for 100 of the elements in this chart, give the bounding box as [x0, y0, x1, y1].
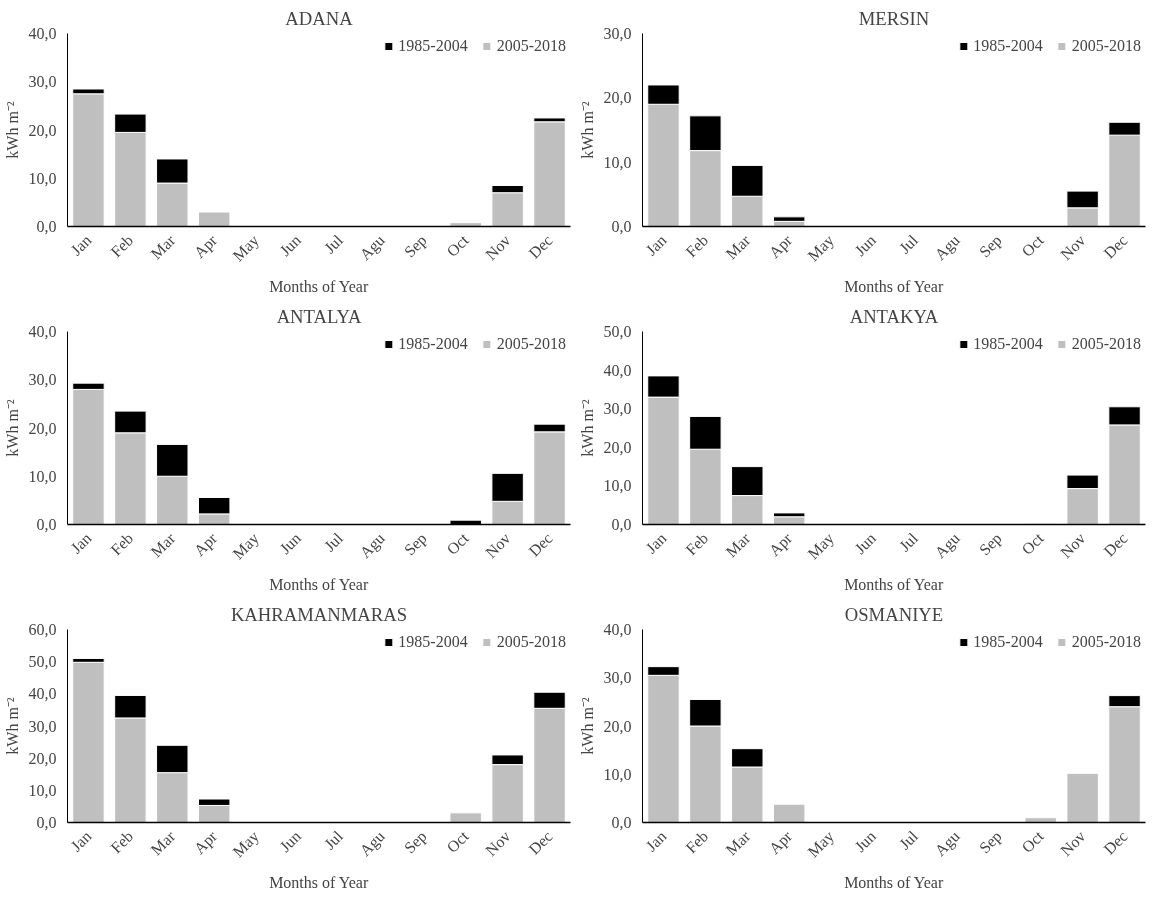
x-tick-label: Feb [107, 827, 137, 857]
x-tick-label: Mar [147, 827, 179, 859]
y-tick-label: 20,0 [603, 89, 632, 107]
y-tick-label: 40,0 [28, 323, 57, 340]
y-tick-label: 20,0 [603, 438, 632, 456]
y-axis-title: kWh m⁻² [578, 697, 596, 755]
y-tick-label: 30,0 [28, 371, 57, 389]
x-tick-label: Jun [276, 827, 305, 856]
x-tick-label: Apr [765, 529, 797, 560]
x-tick-label: Apr [765, 231, 797, 262]
x-tick-label: Oct [1018, 231, 1048, 260]
x-tick-label: Sep [975, 231, 1006, 262]
x-axis-title: Months of Year [844, 278, 944, 296]
x-tick-label: Sep [400, 827, 431, 858]
y-axis-title: kWh m⁻² [3, 697, 21, 755]
x-tick-label: Nov [482, 827, 514, 859]
x-tick-label: Apr [765, 827, 797, 858]
y-tick-label: 30,0 [603, 400, 632, 418]
y-tick-label: 10,0 [603, 765, 632, 783]
chart-title: KAHRAMANMARAS [230, 603, 408, 625]
legend-label: 1985-2004 [973, 37, 1043, 55]
chart-title: ANTALYA [276, 305, 362, 327]
x-tick-label: Feb [107, 529, 137, 559]
legend-label: 1985-2004 [973, 335, 1043, 353]
y-tick-label: 0,0 [36, 218, 57, 235]
x-tick-label: Nov [482, 231, 514, 263]
x-tick-label: Jun [851, 231, 880, 260]
x-tick-label: Nov [482, 529, 514, 561]
x-tick-label: Nov [1057, 231, 1089, 263]
x-tick-label: May [229, 827, 263, 861]
legend-label: 1985-2004 [398, 633, 468, 651]
x-tick-label: Jan [642, 231, 670, 259]
y-tick-label: 40,0 [603, 621, 632, 638]
x-tick-label: Jul [320, 827, 347, 853]
y-tick-label: 10,0 [28, 467, 57, 485]
y-tick-label: 40,0 [28, 685, 57, 703]
y-tick-label: 0,0 [611, 516, 632, 533]
y-tick-label: 20,0 [28, 419, 57, 437]
x-tick-label: May [804, 827, 838, 861]
legend-label: 1985-2004 [398, 37, 468, 55]
x-tick-label: Dec [1100, 529, 1131, 560]
x-tick-label: Agu [356, 231, 389, 264]
x-tick-label: Sep [975, 529, 1006, 560]
x-tick-label: Jun [276, 231, 305, 260]
y-tick-label: 10,0 [603, 477, 632, 495]
x-tick-label: Oct [1018, 827, 1048, 856]
y-tick-label: 0,0 [611, 814, 632, 831]
x-tick-label: May [804, 231, 838, 265]
chart-title: ANTAKYA [849, 305, 939, 327]
x-tick-label: Feb [107, 231, 137, 261]
legend-label: 2005-2018 [1071, 335, 1141, 353]
x-tick-label: Sep [400, 231, 431, 262]
y-tick-label: 0,0 [36, 814, 57, 831]
x-tick-label: Apr [190, 529, 222, 560]
x-tick-label: Oct [443, 529, 473, 558]
x-tick-label: Sep [400, 529, 431, 560]
x-tick-label: Jan [67, 827, 95, 855]
legend-label: 2005-2018 [496, 633, 566, 651]
x-tick-label: Mar [147, 231, 179, 263]
x-tick-label: Dec [525, 827, 556, 858]
chart-title: MERSIN [858, 7, 930, 29]
x-tick-label: Sep [975, 827, 1006, 858]
x-tick-label: Jul [320, 231, 347, 257]
x-tick-label: Mar [147, 529, 179, 561]
y-tick-label: 10,0 [28, 169, 57, 187]
x-tick-label: Mar [722, 827, 754, 859]
x-tick-label: Agu [931, 529, 964, 562]
y-tick-label: 30,0 [603, 25, 632, 42]
x-tick-label: Mar [722, 529, 754, 561]
x-tick-label: Jun [851, 827, 880, 856]
y-tick-label: 0,0 [36, 516, 57, 533]
x-tick-label: Nov [1057, 529, 1089, 561]
y-tick-label: 50,0 [603, 323, 632, 340]
x-tick-label: Oct [1018, 529, 1048, 558]
y-tick-label: 0,0 [611, 218, 632, 235]
x-tick-label: Jul [895, 231, 922, 257]
x-axis-title: Months of Year [844, 576, 944, 594]
x-tick-label: Nov [1057, 827, 1089, 859]
x-tick-label: Dec [525, 529, 556, 560]
x-tick-label: May [229, 529, 263, 563]
x-tick-label: Agu [356, 529, 389, 562]
y-tick-label: 30,0 [603, 669, 632, 687]
y-axis-title: kWh m⁻² [578, 399, 596, 457]
y-axis-title: kWh m⁻² [578, 101, 596, 159]
y-tick-label: 20,0 [28, 121, 57, 139]
legend-label: 2005-2018 [1071, 633, 1141, 651]
chart-title: OSMANIYE [844, 603, 944, 625]
x-tick-label: Jan [67, 231, 95, 259]
x-tick-label: Jan [642, 827, 670, 855]
x-tick-label: Agu [931, 827, 964, 860]
y-tick-label: 30,0 [28, 73, 57, 91]
legend-label: 2005-2018 [496, 335, 566, 353]
x-tick-label: Agu [931, 231, 964, 264]
y-tick-label: 20,0 [28, 749, 57, 767]
x-tick-label: Jul [895, 529, 922, 555]
x-tick-label: Oct [443, 231, 473, 260]
y-axis-title: kWh m⁻² [3, 101, 21, 159]
legend-label: 2005-2018 [496, 37, 566, 55]
legend-label: 1985-2004 [398, 335, 468, 353]
x-tick-label: Mar [722, 231, 754, 263]
